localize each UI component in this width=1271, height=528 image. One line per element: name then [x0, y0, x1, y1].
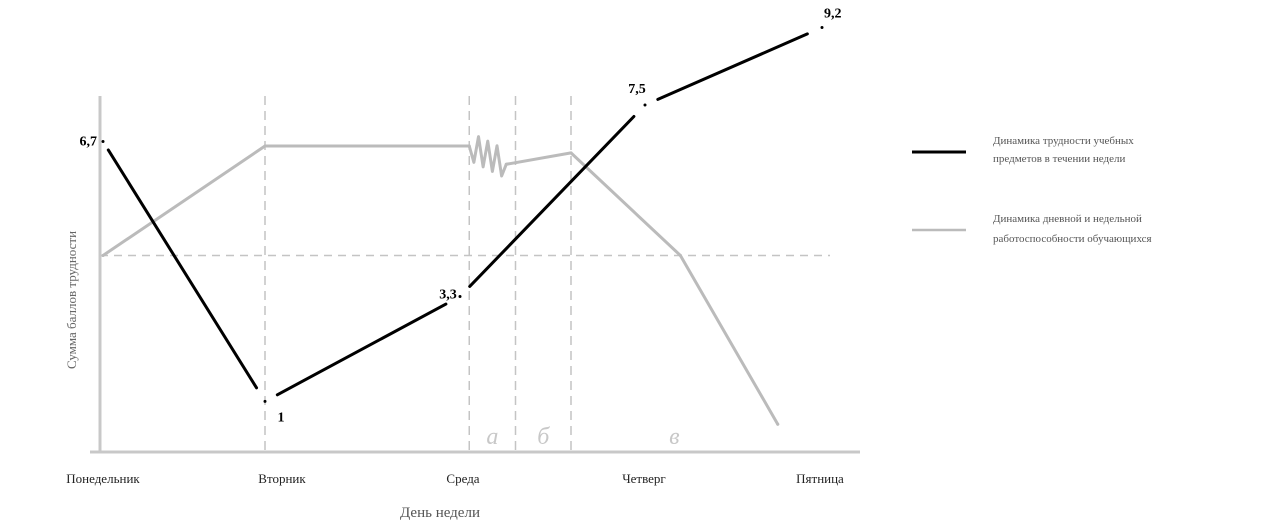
series-point-difficulty-0 — [101, 139, 105, 143]
legend: Динамика трудности учебных предметов в т… — [912, 135, 1152, 245]
x-tick-labels: Понедельник Вторник Среда Четверг Пятница — [66, 471, 844, 486]
series-segment-difficulty-1 — [275, 302, 448, 397]
data-label-difficulty-3: 7,5 — [628, 82, 646, 97]
series-point-difficulty-2 — [458, 295, 462, 299]
x-tick-label-0: Понедельник — [66, 471, 140, 486]
series-segment-difficulty-3 — [656, 32, 809, 101]
series-point-difficulty-3 — [643, 103, 647, 107]
zone-label-а: а — [486, 424, 498, 450]
data-label-difficulty-0: 6,7 — [80, 134, 98, 149]
axes — [90, 96, 860, 454]
x-tick-label-2: Среда — [446, 471, 479, 486]
guide-lines — [100, 96, 830, 452]
data-label-difficulty-2: 3,3 — [439, 288, 457, 303]
data-label-difficulty-4: 9,2 — [824, 6, 842, 21]
series-point-workability-6 — [776, 422, 780, 426]
x-tick-label-3: Четверг — [622, 471, 666, 486]
series-point-difficulty-1 — [263, 399, 267, 403]
series-point-workability-3 — [504, 162, 508, 166]
series-segment-difficulty-0 — [106, 148, 259, 390]
data-label-difficulty-1: 1 — [278, 410, 285, 425]
series-point-difficulty-4 — [820, 25, 824, 29]
x-tick-label-4: Пятница — [796, 471, 844, 486]
x-axis-label: День недели — [400, 505, 480, 521]
series-segment-difficulty-2 — [468, 115, 636, 288]
series-point-workability-2 — [467, 144, 471, 148]
series-point-workability-5 — [678, 253, 682, 257]
series-line-workability — [101, 135, 780, 426]
legend-label-difficulty: Динамика трудности учебных предметов в т… — [993, 135, 1137, 165]
legend-label-workability: Динамика дневной и недельной работоспосо… — [993, 213, 1152, 245]
series-lines — [101, 25, 824, 426]
series-point-workability-0 — [101, 253, 105, 257]
y-axis-label: Сумма баллов трудности — [64, 231, 79, 369]
data-labels: а б в 6,7 1 3,3 7,5 9,2 — [80, 6, 842, 450]
zone-label-в: в — [669, 424, 679, 450]
series-point-workability-1 — [263, 144, 267, 148]
x-tick-label-1: Вторник — [258, 471, 306, 486]
series-point-workability-4 — [569, 151, 573, 155]
zone-label-б: б — [537, 424, 550, 450]
